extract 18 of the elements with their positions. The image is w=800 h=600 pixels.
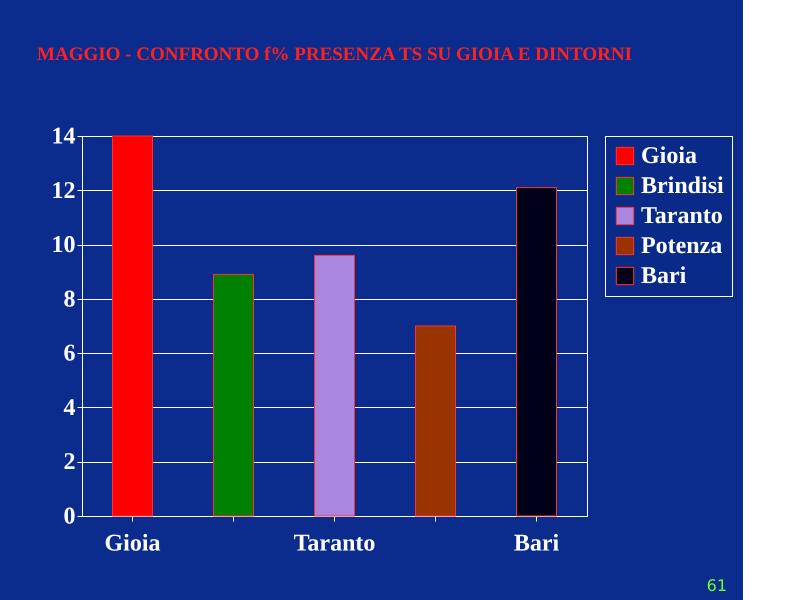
legend-label: Taranto	[641, 203, 723, 229]
x-tick-label: Gioia	[104, 530, 161, 556]
y-tick-label: 0	[64, 504, 76, 530]
legend-label: Gioia	[641, 143, 698, 169]
x-tick-label: Taranto	[294, 530, 376, 556]
legend-label: Bari	[641, 263, 687, 289]
y-tick-label: 6	[64, 340, 76, 367]
chart-title: MAGGIO - CONFRONTO f% PRESENZA TS SU GIOIA E DINTORNI	[37, 44, 632, 65]
y-tick-label: 10	[52, 232, 76, 258]
y-tick-label: 12	[52, 178, 76, 204]
y-tick-label: 14	[52, 124, 76, 150]
x-tick-label: Bari	[514, 530, 560, 556]
y-tick-label: 4	[64, 394, 76, 421]
y-tick-label: 2	[64, 449, 76, 476]
y-tick-label: 8	[64, 286, 76, 312]
text: 61	[706, 576, 727, 595]
legend-label: Brindisi	[641, 173, 724, 199]
legend-label: Potenza	[641, 233, 722, 259]
